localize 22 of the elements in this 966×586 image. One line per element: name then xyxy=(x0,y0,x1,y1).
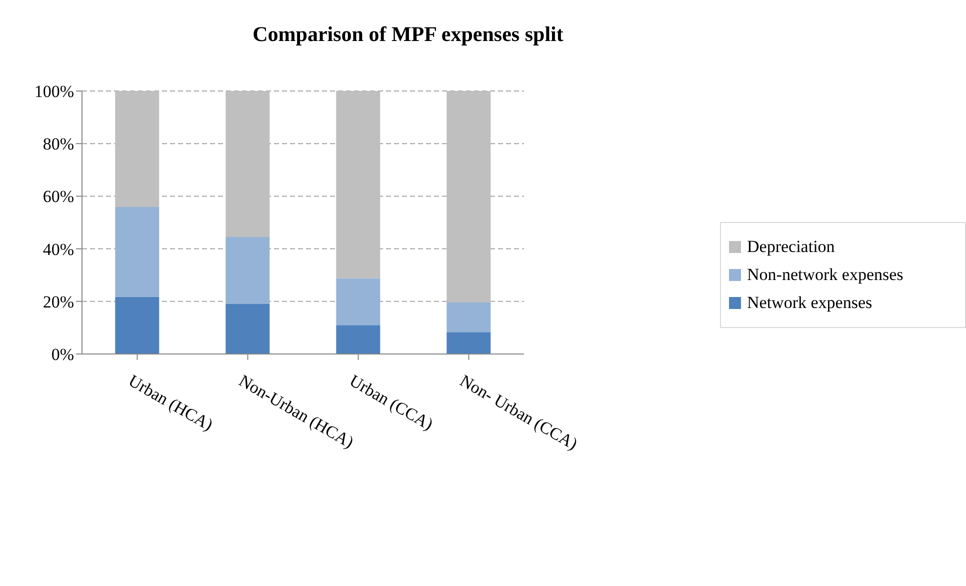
bar xyxy=(226,91,270,237)
legend-label: Network expenses xyxy=(747,293,872,313)
bar xyxy=(115,206,160,297)
bar xyxy=(446,332,491,354)
legend-label: Non-network expenses xyxy=(747,265,904,285)
bar xyxy=(446,91,491,302)
y-tick-label: 0% xyxy=(51,345,74,364)
y-tick-label: 20% xyxy=(42,292,74,312)
bar xyxy=(336,325,380,354)
y-tick-label: 100% xyxy=(34,82,74,102)
bar xyxy=(226,236,270,304)
bar xyxy=(446,302,491,332)
bar xyxy=(336,91,380,278)
y-tick-label: 60% xyxy=(42,187,74,206)
bar xyxy=(115,296,160,354)
chart-title: Comparison of MPF expenses split xyxy=(252,22,564,47)
y-tick-label: 80% xyxy=(42,134,74,154)
legend-label: Depreciation xyxy=(747,237,835,257)
bar xyxy=(226,304,270,354)
bar xyxy=(115,91,160,207)
y-tick-label: 40% xyxy=(42,240,74,259)
bar xyxy=(336,278,380,326)
